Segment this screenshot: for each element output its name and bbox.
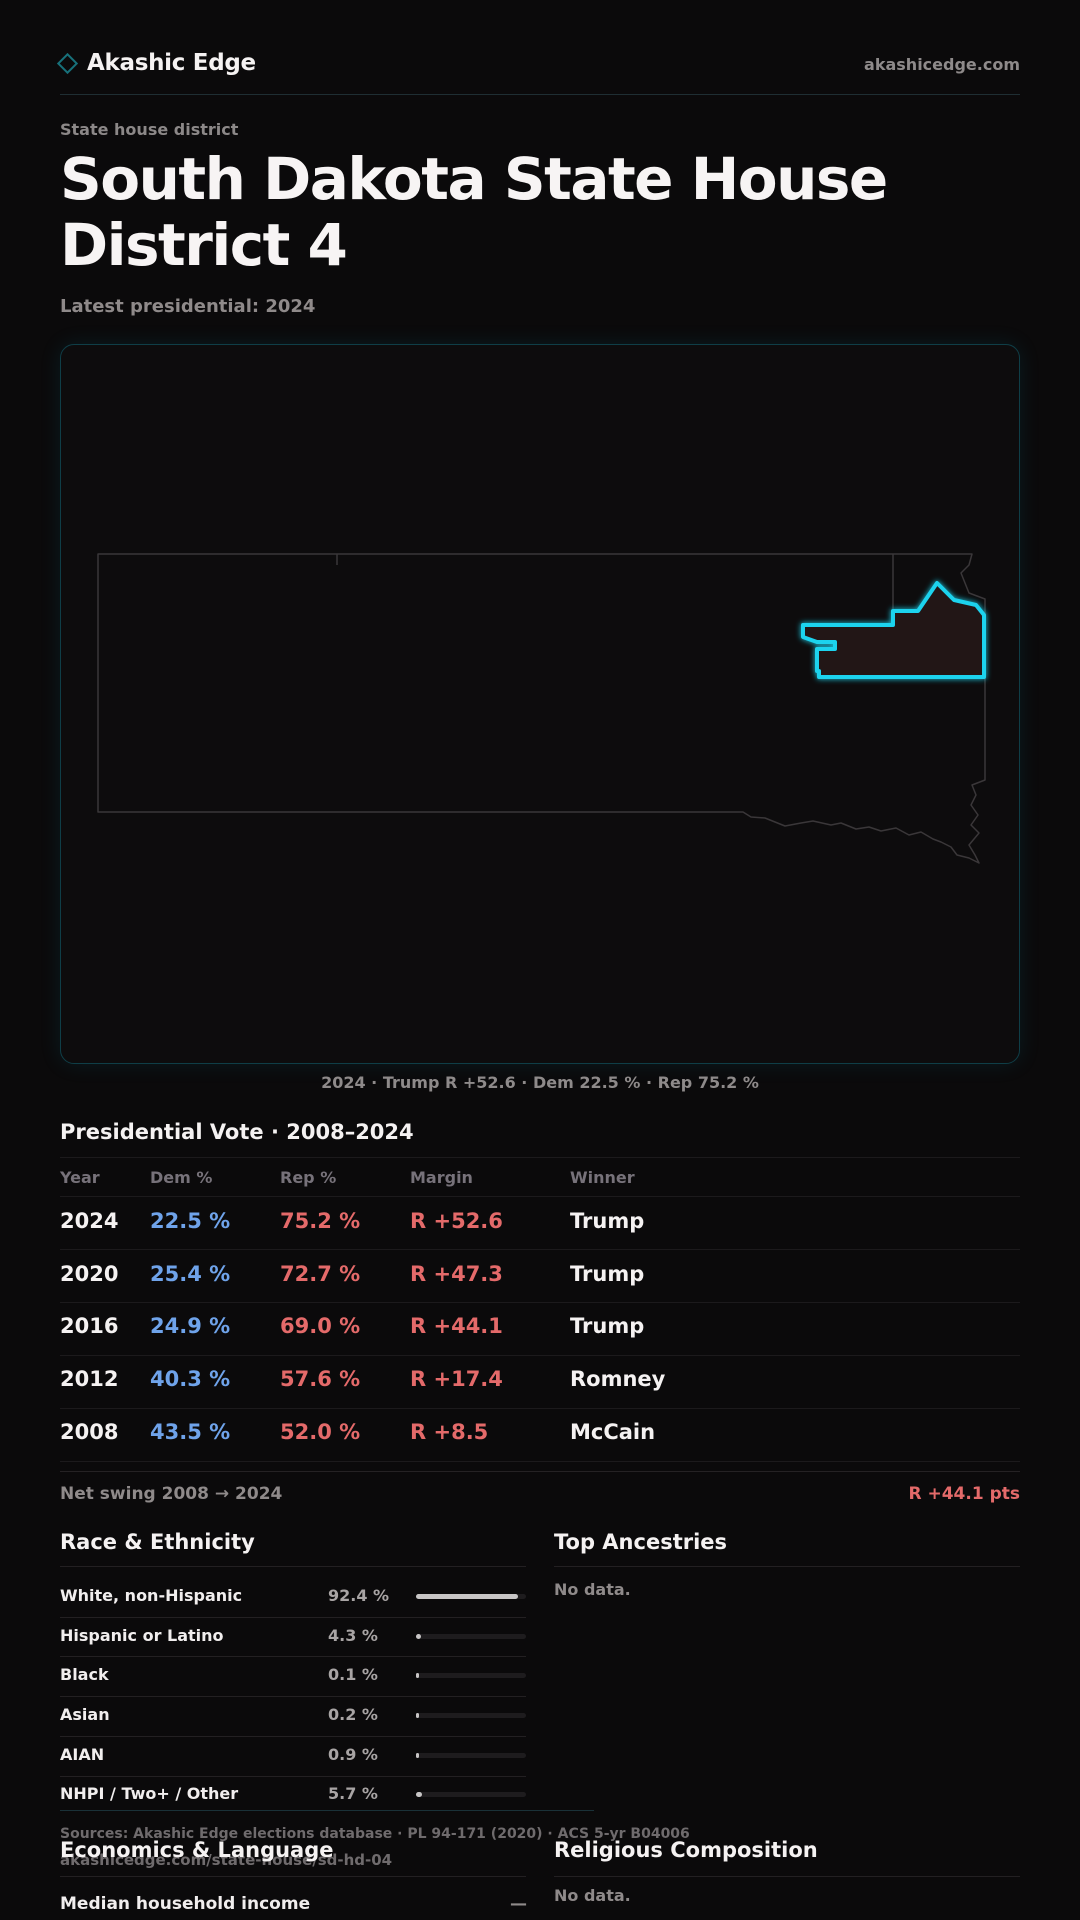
row-winner: McCain (570, 1420, 656, 1444)
row-year: 2016 (60, 1314, 119, 1338)
race-label: White, non-Hispanic (60, 1586, 243, 1605)
table-row-divider (60, 1461, 1020, 1462)
ancestries-title: Top Ancestries (554, 1530, 728, 1554)
page-title: South Dakota State House District 4 (60, 145, 888, 279)
vote-table-title: Presidential Vote · 2008–2024 (60, 1120, 414, 1144)
row-rep: 69.0 % (280, 1314, 361, 1338)
page-url[interactable]: akashicedge.com/state-house/sd-hd-04 (60, 1851, 393, 1869)
col-header-dem: Dem % (150, 1168, 213, 1187)
brand-name: Akashic Edge (87, 50, 256, 76)
row-winner: Trump (570, 1209, 645, 1233)
race-pct: 4.3 % (328, 1626, 378, 1645)
race-bar-fill (416, 1634, 421, 1639)
row-margin: R +52.6 (410, 1209, 503, 1233)
swing-divider (60, 1471, 1020, 1472)
race-pct: 0.9 % (328, 1745, 378, 1764)
map-svg (97, 553, 986, 864)
row-margin: R +47.3 (410, 1262, 503, 1286)
row-year: 2012 (60, 1367, 119, 1391)
footer-divider (60, 1810, 594, 1811)
race-bar-fill (416, 1594, 518, 1599)
race-row-divider (60, 1656, 526, 1657)
header-divider-line (60, 1196, 1020, 1197)
race-bar (416, 1594, 526, 1599)
race-title: Race & Ethnicity (60, 1530, 255, 1554)
race-bar (416, 1753, 526, 1758)
race-bar (416, 1673, 526, 1678)
race-pct: 0.2 % (328, 1705, 378, 1724)
col-header-year: Year (60, 1168, 100, 1187)
race-label: Black (60, 1665, 109, 1684)
race-pct: 5.7 % (328, 1784, 378, 1803)
brand-diamond-icon (56, 52, 79, 74)
race-label: Hispanic or Latino (60, 1626, 224, 1645)
row-year: 2020 (60, 1262, 119, 1286)
net-swing-label: Net swing 2008 → 2024 (60, 1484, 283, 1504)
economics-title: Economics & Language (60, 1838, 334, 1862)
econ-row-value: — (510, 1894, 527, 1914)
religion-divider (554, 1876, 1020, 1877)
page-kicker: State house district (60, 120, 239, 139)
sources-note: Sources: Akashic Edge elections database… (60, 1826, 690, 1842)
race-divider (60, 1566, 526, 1567)
religion-title: Religious Composition (554, 1838, 818, 1862)
race-pct: 92.4 % (328, 1586, 390, 1605)
race-bar-fill (416, 1673, 420, 1678)
table-row-divider (60, 1249, 1020, 1250)
row-rep: 57.6 % (280, 1367, 361, 1391)
race-bar (416, 1713, 526, 1718)
table-row-divider (60, 1355, 1020, 1356)
table-row-divider (60, 1408, 1020, 1409)
race-row-divider (60, 1617, 526, 1618)
race-row-divider (60, 1776, 526, 1777)
race-label: AIAN (60, 1745, 105, 1764)
header-divider (60, 94, 1020, 95)
row-dem: 25.4 % (150, 1262, 231, 1286)
race-label: Asian (60, 1705, 110, 1724)
state-outline (97, 553, 986, 864)
page-subtitle: Latest presidential: 2024 (60, 296, 316, 317)
row-year: 2024 (60, 1209, 119, 1233)
row-rep: 72.7 % (280, 1262, 361, 1286)
row-winner: Trump (570, 1314, 645, 1338)
col-header-winner: Winner (570, 1168, 635, 1187)
row-dem: 43.5 % (150, 1420, 231, 1444)
ancestries-empty: No data. (554, 1580, 631, 1599)
brand[interactable]: Akashic Edge (56, 50, 256, 76)
row-winner: Romney (570, 1367, 666, 1391)
race-row-divider (60, 1736, 526, 1737)
col-header-margin: Margin (410, 1168, 473, 1187)
race-label: NHPI / Two+ / Other (60, 1784, 239, 1803)
row-rep: 75.2 % (280, 1209, 361, 1233)
row-rep: 52.0 % (280, 1420, 361, 1444)
row-margin: R +44.1 (410, 1314, 503, 1338)
race-bar (416, 1792, 526, 1797)
race-pct: 0.1 % (328, 1665, 378, 1684)
row-year: 2008 (60, 1420, 119, 1444)
row-dem: 22.5 % (150, 1209, 231, 1233)
race-row-divider (60, 1696, 526, 1697)
site-link[interactable]: akashicedge.com (864, 55, 1020, 74)
row-winner: Trump (570, 1262, 645, 1286)
race-bar-fill (416, 1753, 420, 1758)
econ-row-label: Median household income (60, 1894, 311, 1914)
row-margin: R +8.5 (410, 1420, 489, 1444)
net-swing-value: R +44.1 pts (908, 1484, 1020, 1504)
row-dem: 40.3 % (150, 1367, 231, 1391)
economics-divider (60, 1876, 526, 1877)
map-caption: 2024 · Trump R +52.6 · Dem 22.5 % · Rep … (321, 1073, 759, 1092)
vote-table-divider (60, 1157, 1020, 1158)
row-margin: R +17.4 (410, 1367, 503, 1391)
race-bar-fill (416, 1713, 420, 1718)
col-header-rep: Rep % (280, 1168, 337, 1187)
district-4-shape (801, 581, 986, 679)
table-row-divider (60, 1302, 1020, 1303)
district-map[interactable] (60, 344, 1020, 1064)
race-bar-fill (416, 1792, 423, 1797)
religion-empty: No data. (554, 1886, 631, 1905)
row-dem: 24.9 % (150, 1314, 231, 1338)
ancestries-divider (554, 1566, 1020, 1567)
race-bar (416, 1634, 526, 1639)
